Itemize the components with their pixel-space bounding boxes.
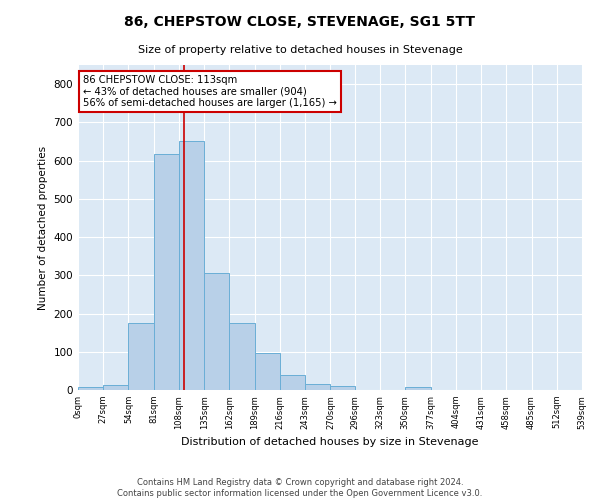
Bar bbox=[78, 387, 103, 390]
Y-axis label: Number of detached properties: Number of detached properties bbox=[38, 146, 48, 310]
Bar bbox=[179, 142, 204, 390]
Bar bbox=[204, 274, 229, 390]
Bar bbox=[229, 323, 255, 390]
Text: Size of property relative to detached houses in Stevenage: Size of property relative to detached ho… bbox=[137, 45, 463, 55]
Bar bbox=[128, 323, 154, 390]
Bar bbox=[331, 386, 355, 390]
Text: 86, CHEPSTOW CLOSE, STEVENAGE, SG1 5TT: 86, CHEPSTOW CLOSE, STEVENAGE, SG1 5TT bbox=[125, 15, 476, 29]
Bar bbox=[103, 385, 128, 390]
X-axis label: Distribution of detached houses by size in Stevenage: Distribution of detached houses by size … bbox=[181, 437, 479, 447]
Bar bbox=[280, 374, 305, 390]
Bar bbox=[305, 384, 331, 390]
Text: 86 CHEPSTOW CLOSE: 113sqm
← 43% of detached houses are smaller (904)
56% of semi: 86 CHEPSTOW CLOSE: 113sqm ← 43% of detac… bbox=[83, 74, 337, 108]
Text: Contains HM Land Registry data © Crown copyright and database right 2024.
Contai: Contains HM Land Registry data © Crown c… bbox=[118, 478, 482, 498]
Bar bbox=[255, 352, 280, 390]
Bar bbox=[154, 154, 179, 390]
Bar bbox=[405, 387, 431, 390]
